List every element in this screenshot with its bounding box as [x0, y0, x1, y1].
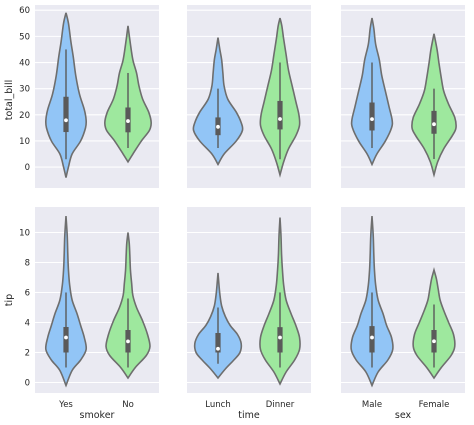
x-axis-label-time: time	[238, 410, 260, 421]
y-tick-label: 10	[19, 137, 30, 147]
y-tick-label: 0	[25, 163, 30, 173]
panel-1-2	[341, 207, 465, 393]
y-tick-label: 10	[19, 229, 30, 239]
iqr-box	[63, 327, 69, 353]
panel-background	[187, 207, 311, 393]
y-tick-label: 60	[19, 6, 30, 16]
x-tick-label-male: Male	[362, 400, 382, 410]
iqr-box	[63, 96, 69, 133]
median-point	[278, 117, 282, 121]
x-axis-label-sex: sex	[395, 410, 412, 421]
panel-0-0	[35, 5, 159, 188]
panel-background	[35, 207, 159, 393]
median-point	[432, 122, 436, 127]
iqr-box	[277, 327, 283, 353]
x-tick-label-no: No	[122, 400, 134, 410]
y-tick-label: 8	[25, 259, 30, 269]
iqr-box	[215, 333, 221, 353]
x-tick-label-dinner: Dinner	[266, 400, 295, 410]
median-point	[370, 117, 374, 122]
median-point	[432, 339, 436, 344]
y-axis-label-tip: tip	[4, 294, 15, 306]
median-point	[216, 346, 220, 351]
median-point	[64, 335, 68, 340]
y-tick-label: 2	[25, 349, 30, 359]
median-point	[278, 335, 282, 340]
y-tick-label: 20	[19, 111, 30, 121]
panel-1-1	[187, 207, 311, 393]
panel-0-2	[341, 5, 465, 188]
iqr-box	[369, 102, 375, 131]
x-tick-label-lunch: Lunch	[205, 400, 230, 410]
median-point	[64, 118, 68, 123]
y-tick-label: 30	[19, 85, 30, 95]
y-tick-label: 40	[19, 59, 30, 69]
median-point	[216, 124, 220, 129]
panel-0-1	[187, 5, 311, 188]
y-tick-label: 6	[25, 289, 30, 299]
x-tick-label-yes: Yes	[58, 400, 73, 410]
median-point	[370, 335, 374, 340]
x-tick-label-female: Female	[419, 400, 450, 410]
y-tick-label: 4	[25, 319, 30, 329]
panel-1-0	[35, 207, 159, 393]
iqr-box	[277, 100, 283, 130]
median-point	[126, 119, 130, 123]
y-axis-label-total-bill: total_bill	[4, 80, 15, 120]
panels: 0 10 20 30 40 50 60 0 2 4 6 8 10 Yes No Lunch Dinner Male…	[19, 5, 465, 410]
y-tick-label: 0	[25, 379, 30, 389]
median-point	[126, 339, 130, 344]
x-axis-label-smoker: smoker	[80, 410, 115, 421]
y-tick-label: 50	[19, 32, 30, 42]
